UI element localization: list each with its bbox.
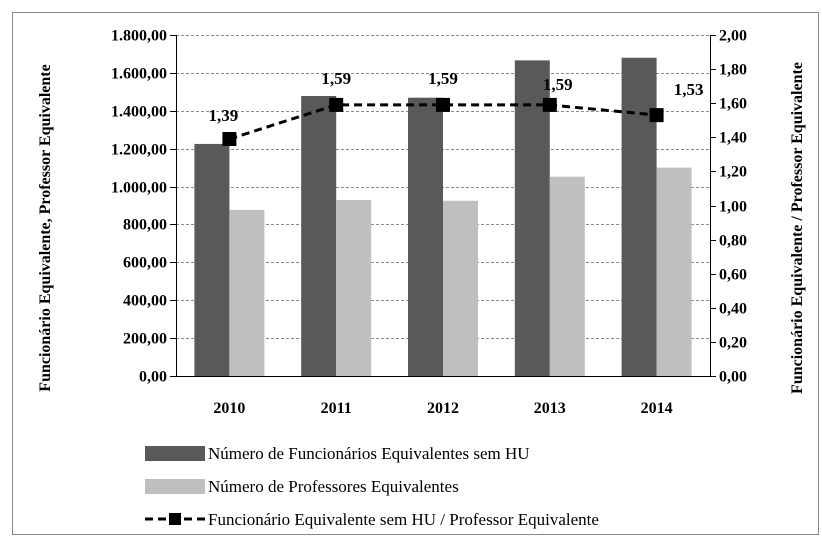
x-tick-label: 2010 (213, 400, 245, 417)
y-right-tick-label: 1,20 (719, 164, 747, 181)
ratio-data-label: 1,39 (209, 106, 239, 125)
bar-professores (443, 200, 478, 376)
legend-label-ratio: Funcionário Equivalente sem HU / Profess… (208, 510, 599, 529)
ratio-marker (329, 97, 344, 112)
ratio-marker (542, 97, 557, 112)
y-left-tick-label: 1.000,00 (111, 180, 167, 197)
y-right-tick-label: 1,80 (719, 62, 747, 79)
legend-swatch-funcionarios (145, 446, 205, 461)
legend-swatch-professores (145, 479, 205, 494)
bar-professores (656, 167, 692, 376)
y-left-tick-label: 1.400,00 (111, 104, 167, 121)
bar-funcionarios (194, 143, 230, 376)
y-left-tick-label: 800,00 (123, 217, 167, 234)
y-right-tick-label: 0,80 (719, 233, 747, 250)
y-left-tick-label: 600,00 (123, 255, 167, 272)
bar-funcionarios (301, 96, 337, 377)
y-right-tick-label: 1,00 (719, 199, 747, 216)
y-left-tick-label: 1.200,00 (111, 142, 167, 159)
ratio-data-label: 1,53 (674, 80, 704, 99)
bar-professores (549, 176, 585, 376)
y-axis-left-title: Funcionário Equivalente, Professor Equiv… (37, 64, 54, 391)
bar-professores (229, 209, 265, 376)
y-right-tick-label: 1,60 (719, 96, 747, 113)
bar-funcionarios (621, 57, 657, 376)
x-tick-label: 2014 (641, 400, 673, 417)
legend-label-funcionarios: Número de Funcionários Equivalentes sem … (208, 444, 530, 463)
ratio-data-label: 1,59 (428, 69, 458, 88)
y-right-tick-label: 1,40 (719, 130, 747, 147)
y-axis-right-title: Funcionário Equivalente / Professor Equi… (789, 62, 806, 394)
y-left-tick-label: 1.600,00 (111, 66, 167, 83)
ratio-data-label: 1,59 (321, 69, 351, 88)
bar-professores (336, 200, 372, 376)
legend-swatch-ratio-marker (169, 513, 181, 525)
y-left-tick-label: 400,00 (123, 293, 167, 310)
x-tick-label: 2012 (427, 400, 459, 417)
legend-label-professores: Número de Professores Equivalentes (208, 477, 459, 496)
y-right-tick-label: 0,40 (719, 301, 747, 318)
ratio-marker (222, 132, 237, 147)
ratio-marker (436, 97, 450, 112)
bars-group (194, 57, 692, 377)
ratio-data-label: 1,59 (543, 75, 573, 94)
axes-group (170, 35, 716, 377)
y-right-tick-label: 0,60 (719, 267, 747, 284)
y-right-tick-label: 2,00 (719, 28, 747, 45)
y-left-tick-label: 200,00 (123, 331, 167, 348)
tick-labels-group: 0,00 200,00 400,00 600,00 800,00 1.000,00 1.20… (111, 28, 747, 418)
x-tick-label: 2011 (321, 400, 352, 417)
ratio-line-group (222, 97, 664, 147)
ratio-marker (649, 108, 664, 123)
y-right-tick-label: 0,20 (719, 335, 747, 352)
legend: Número de Funcionários Equivalentes sem … (145, 444, 599, 529)
bar-funcionarios (408, 97, 443, 376)
y-right-tick-label: 0,00 (719, 369, 747, 386)
bar-funcionarios (514, 60, 550, 376)
y-left-tick-label: 0,00 (139, 369, 167, 386)
y-left-tick-label: 1.800,00 (111, 28, 167, 45)
x-tick-label: 2013 (534, 400, 566, 417)
